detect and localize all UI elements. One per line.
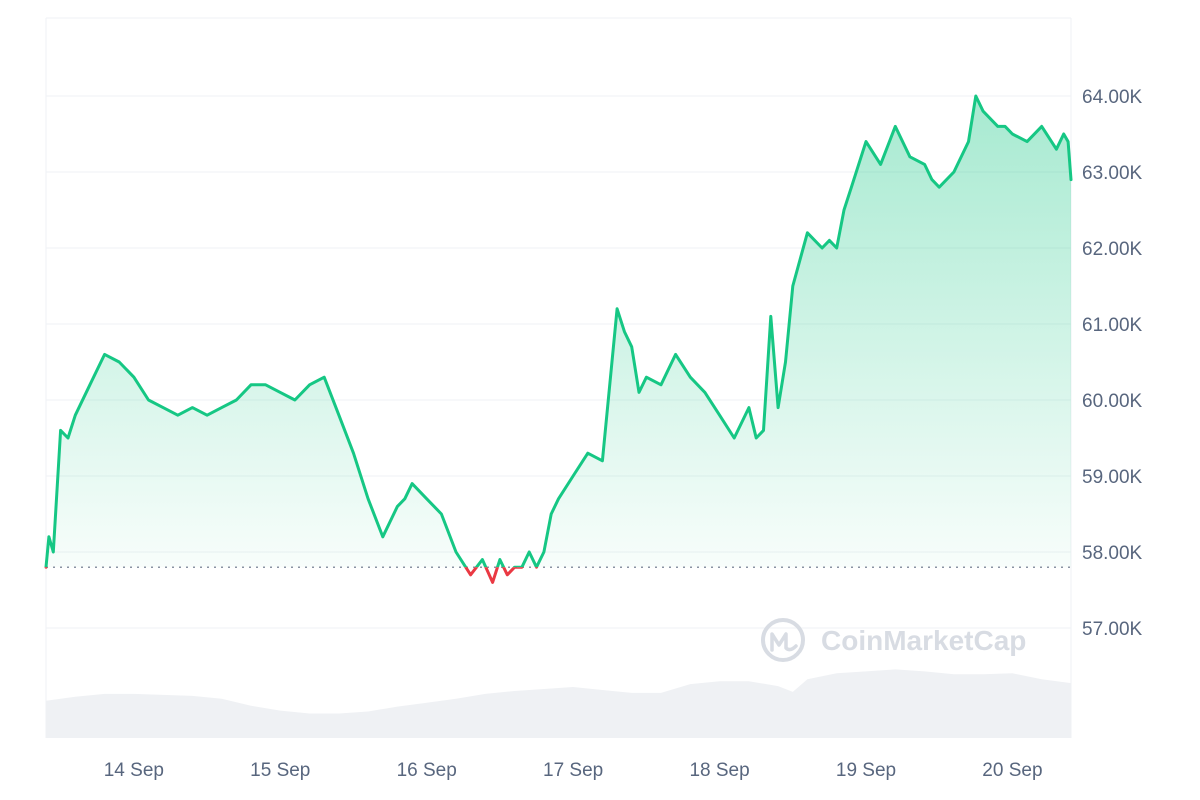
y-tick-label: 62.00K xyxy=(1082,239,1143,260)
x-tick-label: 16 Sep xyxy=(397,760,457,781)
x-tick-label: 15 Sep xyxy=(250,760,310,781)
y-tick-label: 64.00K xyxy=(1082,87,1143,108)
y-tick-label: 61.00K xyxy=(1082,315,1143,336)
x-tick-label: 18 Sep xyxy=(689,760,749,781)
x-tick-label: 19 Sep xyxy=(836,760,896,781)
y-tick-label: 60.00K xyxy=(1082,391,1143,412)
y-tick-label: 63.00K xyxy=(1082,163,1143,184)
y-axis-tick-labels: 57.00K 58.00K 59.00K 60.00K 61.00K 62.00K 63.0… xyxy=(1082,87,1143,640)
coinmarketcap-logo-icon xyxy=(761,618,805,662)
y-tick-label: 59.00K xyxy=(1082,467,1143,488)
watermark: CoinMarketCap xyxy=(761,618,1026,662)
price-line-up-segment[interactable] xyxy=(44,94,1073,582)
watermark-text: CoinMarketCap xyxy=(821,625,1026,656)
x-tick-label: 17 Sep xyxy=(543,760,603,781)
x-tick-label: 14 Sep xyxy=(104,760,164,781)
y-tick-label: 57.00K xyxy=(1082,619,1143,640)
x-tick-label: 20 Sep xyxy=(982,760,1042,781)
price-area-fill xyxy=(46,96,1071,568)
volume-area xyxy=(46,669,1071,738)
x-axis-tick-labels: 14 Sep 15 Sep 16 Sep 17 Sep 18 Sep 19 Sep 20 S… xyxy=(104,760,1043,781)
y-tick-label: 58.00K xyxy=(1082,543,1143,564)
